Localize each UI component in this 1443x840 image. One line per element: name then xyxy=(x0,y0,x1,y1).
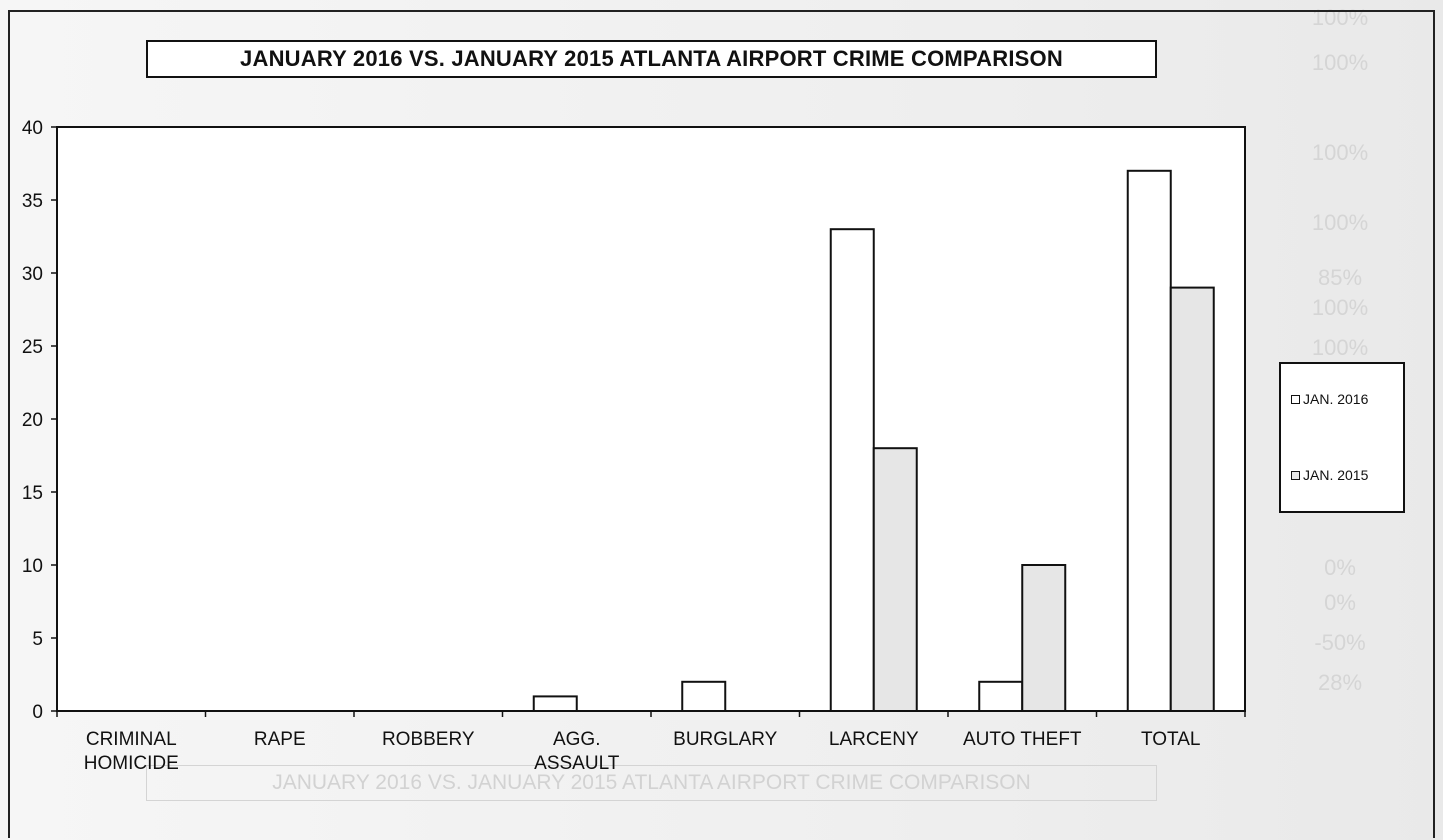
legend-item-jan-2016: JAN. 2016 xyxy=(1291,391,1368,407)
bleed-through-percent: 28% xyxy=(1317,670,1363,695)
bar-jan-2015-6 xyxy=(1021,564,1067,712)
x-category-label: ASSAULT xyxy=(534,753,620,774)
chart-frame xyxy=(8,10,1435,838)
bleed-through-percent: 85% xyxy=(1317,265,1363,290)
chart-legend: JAN. 2016 JAN. 2015 xyxy=(1279,362,1405,513)
bar-jan-2016-3 xyxy=(532,695,578,713)
legend-swatch-jan-2015 xyxy=(1291,470,1300,480)
x-category-label: LARCENY xyxy=(829,729,919,750)
y-tick-label: 10 xyxy=(22,556,43,577)
x-category-label: AUTO THEFT xyxy=(963,729,1082,750)
x-category-label: HOMICIDE xyxy=(84,753,179,774)
x-category-label: ROBBERY xyxy=(382,729,475,750)
bar-jan-2016-5 xyxy=(829,228,875,712)
legend-item-jan-2015: JAN. 2015 xyxy=(1291,467,1368,483)
y-tick-label: 5 xyxy=(32,629,43,650)
bleed-through-percent: 100% xyxy=(1311,50,1369,75)
legend-swatch-jan-2016 xyxy=(1291,394,1300,404)
x-category-label: CRIMINAL xyxy=(86,729,177,750)
bar-jan-2016-6 xyxy=(978,680,1024,712)
bleed-through-percent: 100% xyxy=(1311,210,1369,235)
legend-label-jan-2015: JAN. 2015 xyxy=(1303,467,1369,483)
bleed-through-percent: 100% xyxy=(1311,295,1369,320)
y-tick-label: 30 xyxy=(22,264,43,285)
bleed-through-percent: 0% xyxy=(1324,590,1356,615)
bleed-through-percent: 100% xyxy=(1311,5,1369,30)
y-tick-label: 20 xyxy=(22,410,43,431)
bar-jan-2015-7 xyxy=(1169,286,1215,712)
bar-jan-2016-7 xyxy=(1126,169,1172,713)
y-tick-label: 15 xyxy=(22,483,43,504)
bleed-through-title: JANUARY 2016 VS. JANUARY 2015 ATLANTA AI… xyxy=(146,765,1157,801)
plot-area xyxy=(56,126,1246,712)
x-category-label: TOTAL xyxy=(1141,729,1200,750)
y-tick-label: 25 xyxy=(22,337,43,358)
bar-jan-2015-5 xyxy=(872,447,918,712)
y-tick-label: 0 xyxy=(32,702,43,723)
y-tick-label: 35 xyxy=(22,191,43,212)
bleed-through-percent: 100% xyxy=(1311,140,1369,165)
legend-label-jan-2016: JAN. 2016 xyxy=(1303,391,1369,407)
bleed-through-percent: 0% xyxy=(1324,555,1356,580)
bleed-through-percent: -50% xyxy=(1314,630,1366,655)
x-category-label: BURGLARY xyxy=(673,729,778,750)
x-category-label: RAPE xyxy=(254,729,306,750)
bar-jan-2016-4 xyxy=(681,680,727,712)
bleed-through-percent: 100% xyxy=(1311,335,1369,360)
chart-title: JANUARY 2016 VS. JANUARY 2015 ATLANTA AI… xyxy=(146,40,1157,78)
y-tick-label: 40 xyxy=(22,118,43,139)
x-category-label: AGG. xyxy=(553,729,601,750)
